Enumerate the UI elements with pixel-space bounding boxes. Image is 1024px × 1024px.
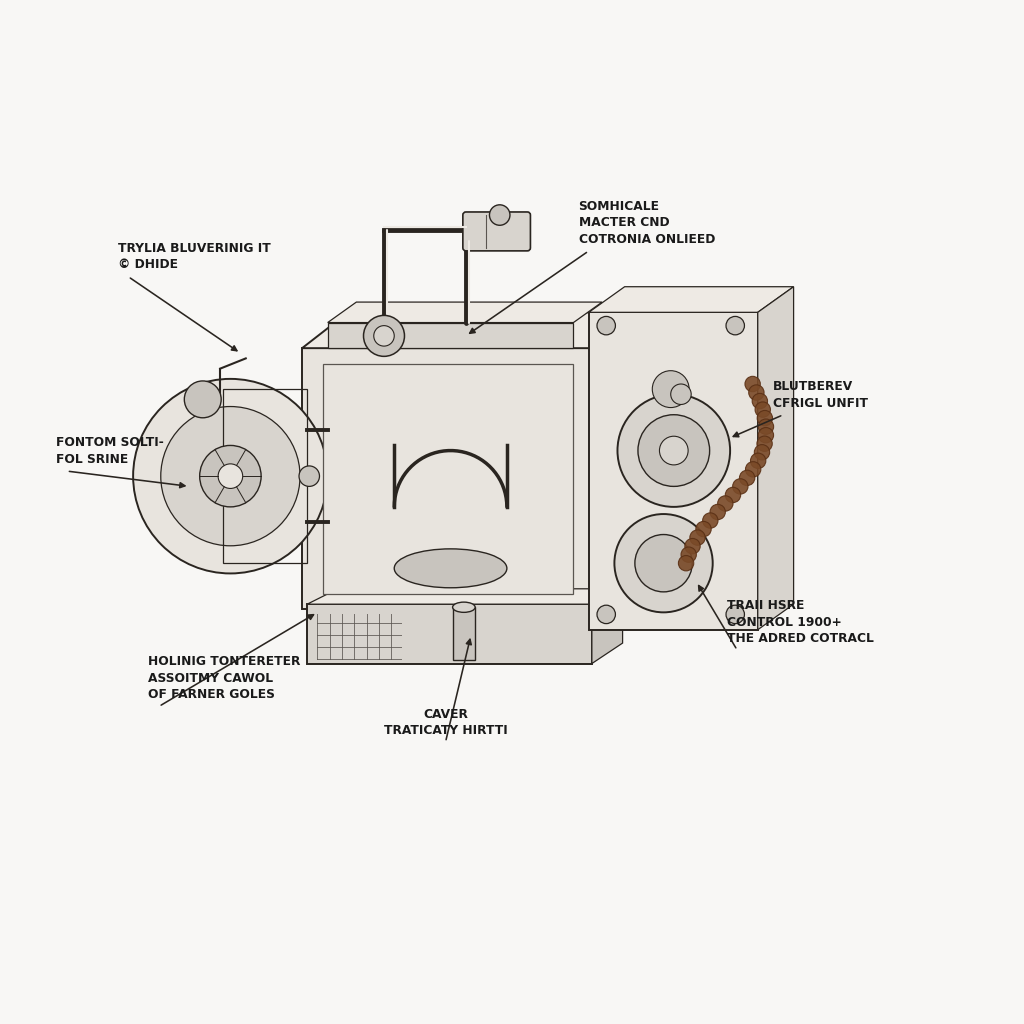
Text: CAVER
TRATICATY HIRTTI: CAVER TRATICATY HIRTTI — [384, 708, 507, 737]
Circle shape — [652, 371, 689, 408]
Circle shape — [725, 487, 740, 503]
Circle shape — [681, 547, 696, 562]
FancyBboxPatch shape — [453, 607, 475, 660]
Circle shape — [299, 466, 319, 486]
Text: TRYLIA BLUVERINIG IT
© DHIDE: TRYLIA BLUVERINIG IT © DHIDE — [118, 242, 270, 271]
Circle shape — [718, 496, 733, 511]
Circle shape — [745, 377, 760, 391]
Circle shape — [678, 555, 693, 571]
Circle shape — [759, 419, 774, 434]
Circle shape — [617, 394, 730, 507]
Circle shape — [685, 539, 700, 554]
Polygon shape — [589, 287, 794, 312]
FancyBboxPatch shape — [463, 212, 530, 251]
Circle shape — [739, 470, 755, 485]
FancyBboxPatch shape — [302, 348, 594, 609]
FancyBboxPatch shape — [328, 323, 573, 348]
Circle shape — [489, 205, 510, 225]
Circle shape — [635, 535, 692, 592]
Polygon shape — [758, 287, 794, 630]
Circle shape — [659, 436, 688, 465]
Ellipse shape — [394, 549, 507, 588]
Circle shape — [364, 315, 404, 356]
Circle shape — [757, 436, 772, 452]
Circle shape — [374, 326, 394, 346]
Polygon shape — [302, 312, 640, 348]
Circle shape — [597, 605, 615, 624]
Circle shape — [702, 513, 718, 528]
Circle shape — [745, 462, 761, 477]
Circle shape — [726, 605, 744, 624]
Text: BLUTBEREV
CFRIGL UNFIT: BLUTBEREV CFRIGL UNFIT — [773, 380, 868, 410]
Text: FONTOM SOLTI-
FOL SRINE: FONTOM SOLTI- FOL SRINE — [56, 436, 164, 466]
Circle shape — [184, 381, 221, 418]
Ellipse shape — [453, 602, 475, 612]
FancyBboxPatch shape — [307, 604, 592, 664]
Circle shape — [597, 316, 615, 335]
Circle shape — [710, 505, 725, 520]
Circle shape — [751, 453, 766, 468]
Polygon shape — [307, 589, 623, 604]
Polygon shape — [594, 312, 640, 609]
Text: SOMHICALE
MACTER CND
COTRONIA ONLIEED: SOMHICALE MACTER CND COTRONIA ONLIEED — [579, 200, 715, 246]
FancyBboxPatch shape — [323, 364, 573, 594]
Circle shape — [749, 385, 764, 400]
Text: HOLINIG TONTERETER
ASSOITMY CAWOL
OF FARNER GOLES: HOLINIG TONTERETER ASSOITMY CAWOL OF FAR… — [148, 655, 301, 701]
Polygon shape — [328, 302, 602, 323]
Circle shape — [161, 407, 300, 546]
Circle shape — [671, 384, 691, 404]
Circle shape — [755, 444, 770, 460]
Circle shape — [690, 530, 706, 545]
Text: TRAII HSRE
CONTROL 1900+
THE ADRED COTRACL: TRAII HSRE CONTROL 1900+ THE ADRED COTRA… — [727, 599, 873, 645]
Polygon shape — [592, 589, 623, 664]
Circle shape — [133, 379, 328, 573]
Circle shape — [696, 521, 712, 537]
Circle shape — [753, 393, 768, 409]
Circle shape — [614, 514, 713, 612]
Circle shape — [732, 479, 748, 494]
Circle shape — [200, 445, 261, 507]
Circle shape — [726, 316, 744, 335]
Circle shape — [758, 428, 773, 442]
Circle shape — [757, 411, 772, 426]
FancyBboxPatch shape — [589, 312, 758, 630]
Circle shape — [218, 464, 243, 488]
Circle shape — [755, 402, 770, 418]
Circle shape — [638, 415, 710, 486]
